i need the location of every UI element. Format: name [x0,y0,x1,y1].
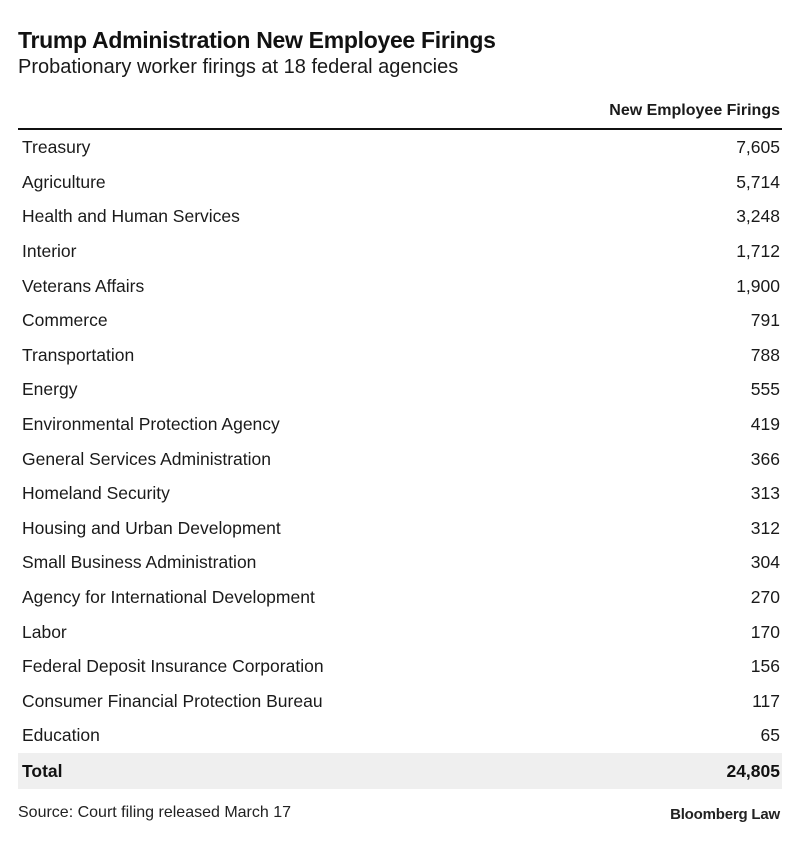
firings-count: 313 [750,483,780,504]
firings-count: 1,900 [736,275,780,296]
firings-count: 555 [750,379,780,400]
column-header: New Employee Firings [18,100,782,130]
agency-name: Environmental Protection Agency [22,414,280,435]
table-row: Labor 170 [18,614,782,649]
agency-name: Homeland Security [22,483,170,504]
firings-count: 419 [750,414,780,435]
table-row: Energy 555 [18,372,782,407]
firings-count: 788 [750,344,780,365]
agency-name: Treasury [22,137,91,158]
table-body: Treasury 7,605 Agriculture 5,714 Health and … [18,130,782,789]
firings-count: 304 [750,552,780,573]
table-row: Transportation 788 [18,338,782,373]
table-row: Environmental Protection Agency 419 [18,407,782,442]
agency-name: Health and Human Services [22,206,240,227]
firings-count: 5,714 [736,171,780,192]
agency-name: Interior [22,241,77,262]
agency-name: Consumer Financial Protection Bureau [22,690,323,711]
firings-count: 117 [752,690,780,711]
firings-count: 366 [750,448,780,469]
firings-count: 156 [750,656,780,677]
agency-name: Labor [22,621,67,642]
firings-count: 1,712 [736,241,780,262]
agency-name: Agriculture [22,171,106,192]
agency-name: Small Business Administration [22,552,257,573]
chart-container: Trump Administration New Employee Firing… [18,26,782,789]
table-row: Agriculture 5,714 [18,165,782,200]
agency-name: General Services Administration [22,448,271,469]
chart-title: Trump Administration New Employee Firing… [18,27,496,53]
agency-name: Veterans Affairs [22,275,145,296]
agency-name: Education [22,725,100,746]
firings-count: 791 [750,310,780,331]
total-row: Total 24,805 [18,752,782,789]
agency-name: Transportation [22,344,135,365]
table-row: Education 65 [18,718,782,753]
firings-count: 65 [760,725,780,746]
total-label: Total [18,752,665,789]
firings-table: Treasury 7,605 Agriculture 5,714 Health and … [18,130,782,789]
agency-name: Housing and Urban Development [22,517,281,538]
table-row: Veterans Affairs 1,900 [18,268,782,303]
firings-count: 312 [750,517,780,538]
agency-name: Commerce [22,310,108,331]
table-row: Interior 1,712 [18,234,782,269]
footer: Source: Court filing released March 17 B… [18,802,782,828]
table-row: Health and Human Services 3,248 [18,199,782,234]
chart-subtitle: Probationary worker firings at 18 federa… [18,56,459,78]
brand-logo: Bloomberg Law [670,806,780,823]
total-value: 24,805 [664,752,782,789]
firings-count: 270 [750,587,780,608]
source-note: Source: Court filing released March 17 [18,804,292,821]
agency-name: Agency for International Development [22,587,315,608]
table-row: Housing and Urban Development 312 [18,511,782,546]
table-row: Treasury 7,605 [18,130,782,165]
table-row: Consumer Financial Protection Bureau 117 [18,684,782,719]
table-row: Homeland Security 313 [18,476,782,511]
table-row: General Services Administration 366 [18,441,782,476]
table-row: Agency for International Development 270 [18,580,782,615]
table-row: Commerce 791 [18,303,782,338]
table-row: Federal Deposit Insurance Corporation 156 [18,649,782,684]
agency-name: Federal Deposit Insurance Corporation [22,656,324,677]
firings-count: 3,248 [736,206,780,227]
firings-count: 170 [750,621,780,642]
agency-name: Energy [22,379,78,400]
table-row: Small Business Administration 304 [18,545,782,580]
firings-count: 7,605 [736,137,780,158]
